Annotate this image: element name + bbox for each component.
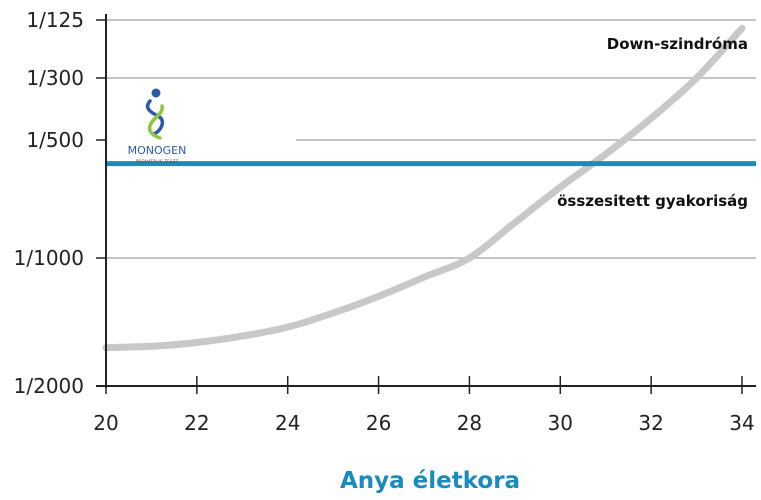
series-label-down: Down-szindróma — [607, 35, 748, 53]
x-axis-title: Anya életkora — [340, 468, 520, 494]
series-layer — [102, 24, 756, 352]
x-tick-label: 22 — [184, 411, 209, 435]
y-tick-label: 1/125 — [26, 8, 84, 32]
series-labels: Down-szindróma összesitett gyakoriság — [557, 35, 748, 210]
y-tick-label: 1/500 — [26, 128, 84, 152]
logo-head-icon — [151, 88, 161, 98]
x-tick-label: 28 — [457, 411, 482, 435]
x-tick-label: 30 — [548, 411, 573, 435]
series-line-down-syndrome — [102, 24, 746, 352]
ticks: 1/125 1/300 1/500 1/1000 1/2000 20 22 24 26 28 30 3… — [14, 8, 755, 435]
monogen-logo: MONOGEN PRENATÁLIS TESZT — [128, 88, 187, 165]
gridlines — [106, 19, 756, 259]
x-tick-label: 24 — [275, 411, 300, 435]
x-tick-label: 32 — [638, 411, 663, 435]
y-tick-label: 1/300 — [26, 66, 84, 90]
y-tick-label: 1/2000 — [14, 374, 84, 398]
logo-name: MONOGEN — [128, 144, 187, 157]
y-tick-label: 1/1000 — [14, 246, 84, 270]
series-label-total: összesitett gyakoriság — [557, 192, 748, 210]
logo-dna-strand-icon — [147, 104, 164, 140]
logo-tagline: PRENATÁLIS TESZT — [136, 158, 179, 165]
x-tick-label: 20 — [93, 411, 118, 435]
axes — [96, 14, 756, 388]
x-tick-label: 26 — [366, 411, 391, 435]
x-tick-label: 34 — [729, 411, 754, 435]
